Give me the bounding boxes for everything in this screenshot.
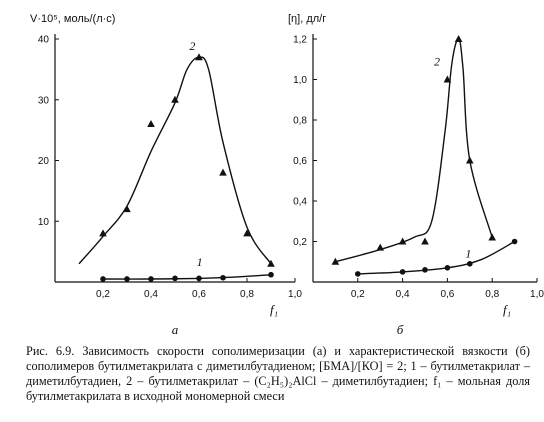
series-2-point [376,243,384,251]
x-tick-label: 0,6 [192,289,206,300]
series-1-point [422,267,428,273]
series-1-point [124,276,130,282]
x-axis-label: f₁ [503,302,511,317]
y-tick-label: 40 [38,35,50,46]
series-1-label: 1 [465,247,471,261]
series-2-point [195,53,203,61]
series-2-point [331,257,340,265]
x-tick-label: 1,0 [288,289,302,300]
y-tick-label: 1,0 [293,75,307,86]
y-tick-label: 30 [38,95,50,106]
series-2-point [147,120,155,128]
series-1-point [268,271,274,278]
series-1-point [196,275,202,282]
series-2-point [171,95,179,103]
panel-label: а [172,322,179,337]
x-tick-label: 0,2 [351,289,365,300]
series-1-point [100,276,106,282]
x-tick-label: 0,4 [144,289,158,300]
chart-panel-a: 10 20 30 40 0,2 0,4 0,6 0,8 1,0 V·10⁵, моль/(л·с)… [30,13,302,337]
y-tick-label: 20 [38,156,50,167]
series-2-line [335,38,493,263]
panel-label: б [397,322,404,337]
series-1-point [444,265,451,271]
series-2-point [123,205,131,213]
x-tick-label: 0,4 [396,289,410,300]
series-2-point [421,237,429,245]
y-tick-label: 0,8 [293,116,307,127]
series-1-point [399,269,406,275]
series-2-point [243,229,251,237]
series-1-point [148,276,154,282]
figure: 10 20 30 40 0,2 0,4 0,6 0,8 1,0 V·10⁵, моль/(л·с)… [30,13,544,337]
y-tick-label: 0,6 [293,156,307,167]
series-1-point [172,275,178,282]
x-tick-label: 1,0 [530,289,544,300]
series-2-point [219,168,227,176]
series-2-point [488,233,496,241]
series-2-label: 2 [434,54,440,68]
series-1-point [220,274,226,281]
series-2-point [267,259,275,267]
x-tick-label: 0,2 [96,289,110,300]
series-1-point [467,260,473,267]
series-1-point [355,271,361,277]
x-tick-label: 0,8 [240,289,254,300]
y-tick-label: 0,2 [293,237,307,248]
series-2-point [398,237,407,245]
series-1-point [511,238,518,245]
y-tick-label: 0,4 [293,197,307,208]
y-tick-label: 1,2 [293,35,307,46]
y-tick-label: 10 [38,217,50,228]
x-tick-label: 0,6 [440,289,454,300]
series-2-point [466,156,474,164]
series-1-label: 1 [197,255,203,269]
x-tick-label: 0,8 [485,289,499,300]
series-2-line [78,56,272,265]
x-axis-label: f₁ [270,302,278,317]
figure-caption: Рис. 6.9. Зависимость скорости сополимер… [26,344,530,403]
y-axis-label: [η], дл/г [288,13,326,25]
series-2-label: 2 [189,39,195,53]
series-2-point [443,75,452,83]
y-axis-label: V·10⁵, моль/(л·с) [30,13,115,25]
chart-panel-b: 0,2 0,4 0,6 0,8 1,0 1,2 0,2 0,4 0,6 0,8 1,0 [η], дл… [288,13,544,337]
series-2-point [99,229,107,237]
series-2-point [454,35,463,42]
